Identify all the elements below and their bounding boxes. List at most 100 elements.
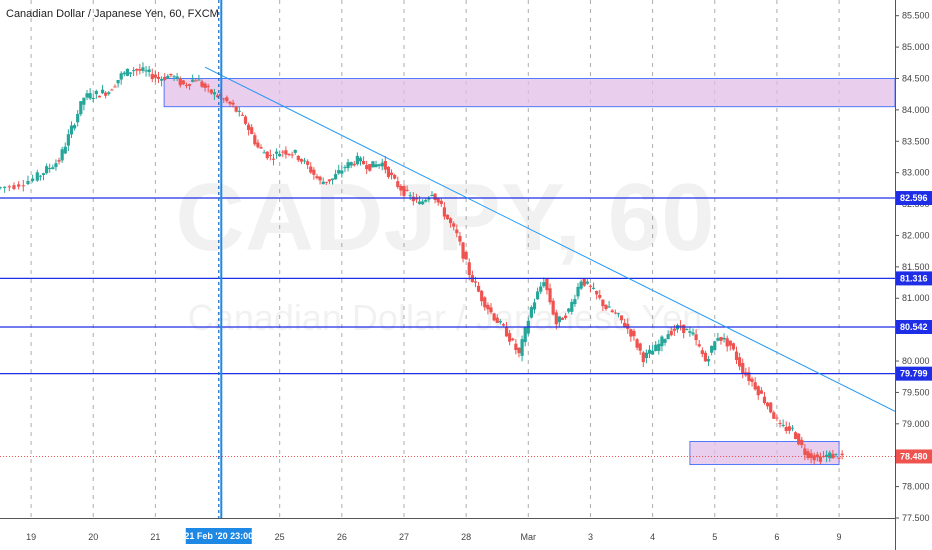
candle-body <box>476 285 481 292</box>
level-price-tag-label: 82.596 <box>900 193 928 203</box>
candle-body <box>542 282 546 287</box>
candle-body <box>483 297 487 308</box>
candle-body <box>374 164 378 167</box>
candle-body <box>281 151 285 153</box>
candle-body <box>243 116 248 124</box>
candle-body <box>150 74 154 80</box>
candle-body <box>104 92 108 96</box>
price-tick-label: 81.000 <box>902 293 930 303</box>
time-tick-label: Mar <box>521 532 537 542</box>
time-tick-label: 9 <box>837 532 842 542</box>
candle-body <box>486 304 490 310</box>
candle-body <box>442 207 446 217</box>
candle-body <box>132 70 136 72</box>
candle-body <box>710 345 714 353</box>
candle-body <box>828 452 832 459</box>
time-tick-label: 27 <box>399 532 409 542</box>
candle-body <box>21 185 25 187</box>
candle-body <box>215 95 220 98</box>
candle-body <box>545 278 549 291</box>
candle-body <box>405 189 409 191</box>
candle-body <box>240 114 244 116</box>
candle-body <box>79 101 83 115</box>
candle-body <box>153 74 157 78</box>
candle-body <box>361 161 366 165</box>
candle-body <box>66 134 70 146</box>
candle-body <box>719 336 723 341</box>
candle-body <box>759 390 763 394</box>
candle-body <box>402 186 406 196</box>
candle-body <box>641 352 645 363</box>
time-tick-label: 20 <box>88 532 98 542</box>
zone-rect <box>163 78 896 108</box>
candle-body <box>725 338 729 347</box>
candle-body <box>41 173 46 175</box>
time-tick-label: 25 <box>275 532 285 542</box>
zone-rect <box>689 440 840 466</box>
candle-body <box>250 127 254 134</box>
candle-body <box>582 278 586 286</box>
candle-body <box>147 69 151 72</box>
candle-body <box>197 79 201 81</box>
candle-body <box>100 89 105 94</box>
candle-body <box>262 152 266 154</box>
price-tick-label: 78.000 <box>902 482 930 492</box>
candle-body <box>694 334 698 341</box>
price-tick-label: 83.500 <box>902 136 930 146</box>
candle-body <box>548 288 552 303</box>
candle-body <box>551 300 555 315</box>
candle-body <box>623 322 627 328</box>
level-price-tag <box>896 191 932 206</box>
candle-body <box>765 402 770 407</box>
candle-body <box>793 432 798 440</box>
candle-body <box>377 164 381 167</box>
candle-body <box>399 185 403 191</box>
crosshair-time-tag <box>185 528 252 544</box>
candle-body <box>141 67 145 71</box>
candle-body <box>806 451 810 459</box>
candle-body <box>741 363 745 374</box>
candle-body <box>613 312 617 314</box>
price-tick-label: 85.000 <box>902 42 930 52</box>
candle-body <box>831 453 835 459</box>
candle-body <box>122 72 126 75</box>
time-tick-label: 3 <box>588 532 593 542</box>
candle-body <box>191 79 195 82</box>
candle-body <box>632 330 636 337</box>
candle-body <box>812 455 816 461</box>
time-tick-label: 21 <box>150 532 160 542</box>
candle-body <box>644 352 648 359</box>
candle-body <box>222 98 226 100</box>
candle-body <box>616 313 621 315</box>
candle-body <box>337 170 341 174</box>
level-price-tag <box>896 271 932 286</box>
candle-body <box>588 285 593 287</box>
current-price-tag-label: 78.480 <box>900 451 928 461</box>
candle-body <box>178 78 182 86</box>
candle-body <box>498 321 502 323</box>
level-price-tag-label: 79.799 <box>900 369 928 379</box>
candle-body <box>113 86 117 88</box>
candle-body <box>206 85 210 88</box>
candle-body <box>318 176 322 181</box>
candle-body <box>290 154 294 156</box>
candle-body <box>461 242 465 259</box>
candle-body <box>598 294 602 298</box>
candle-body <box>738 357 742 367</box>
candle-body <box>51 167 55 170</box>
candle-body <box>818 456 823 462</box>
chart-title: Canadian Dollar / Japanese Yen, 60, FXCM <box>6 8 219 20</box>
candle-body <box>800 439 804 446</box>
candle-body <box>417 201 422 205</box>
price-tick-label: 84.000 <box>902 105 930 115</box>
candle-body <box>352 163 356 166</box>
candle-body <box>651 350 655 355</box>
candle-body <box>91 98 95 100</box>
candle-body <box>293 149 297 153</box>
candle-body <box>762 396 767 404</box>
candle-body <box>31 178 35 181</box>
candle-body <box>172 76 176 78</box>
